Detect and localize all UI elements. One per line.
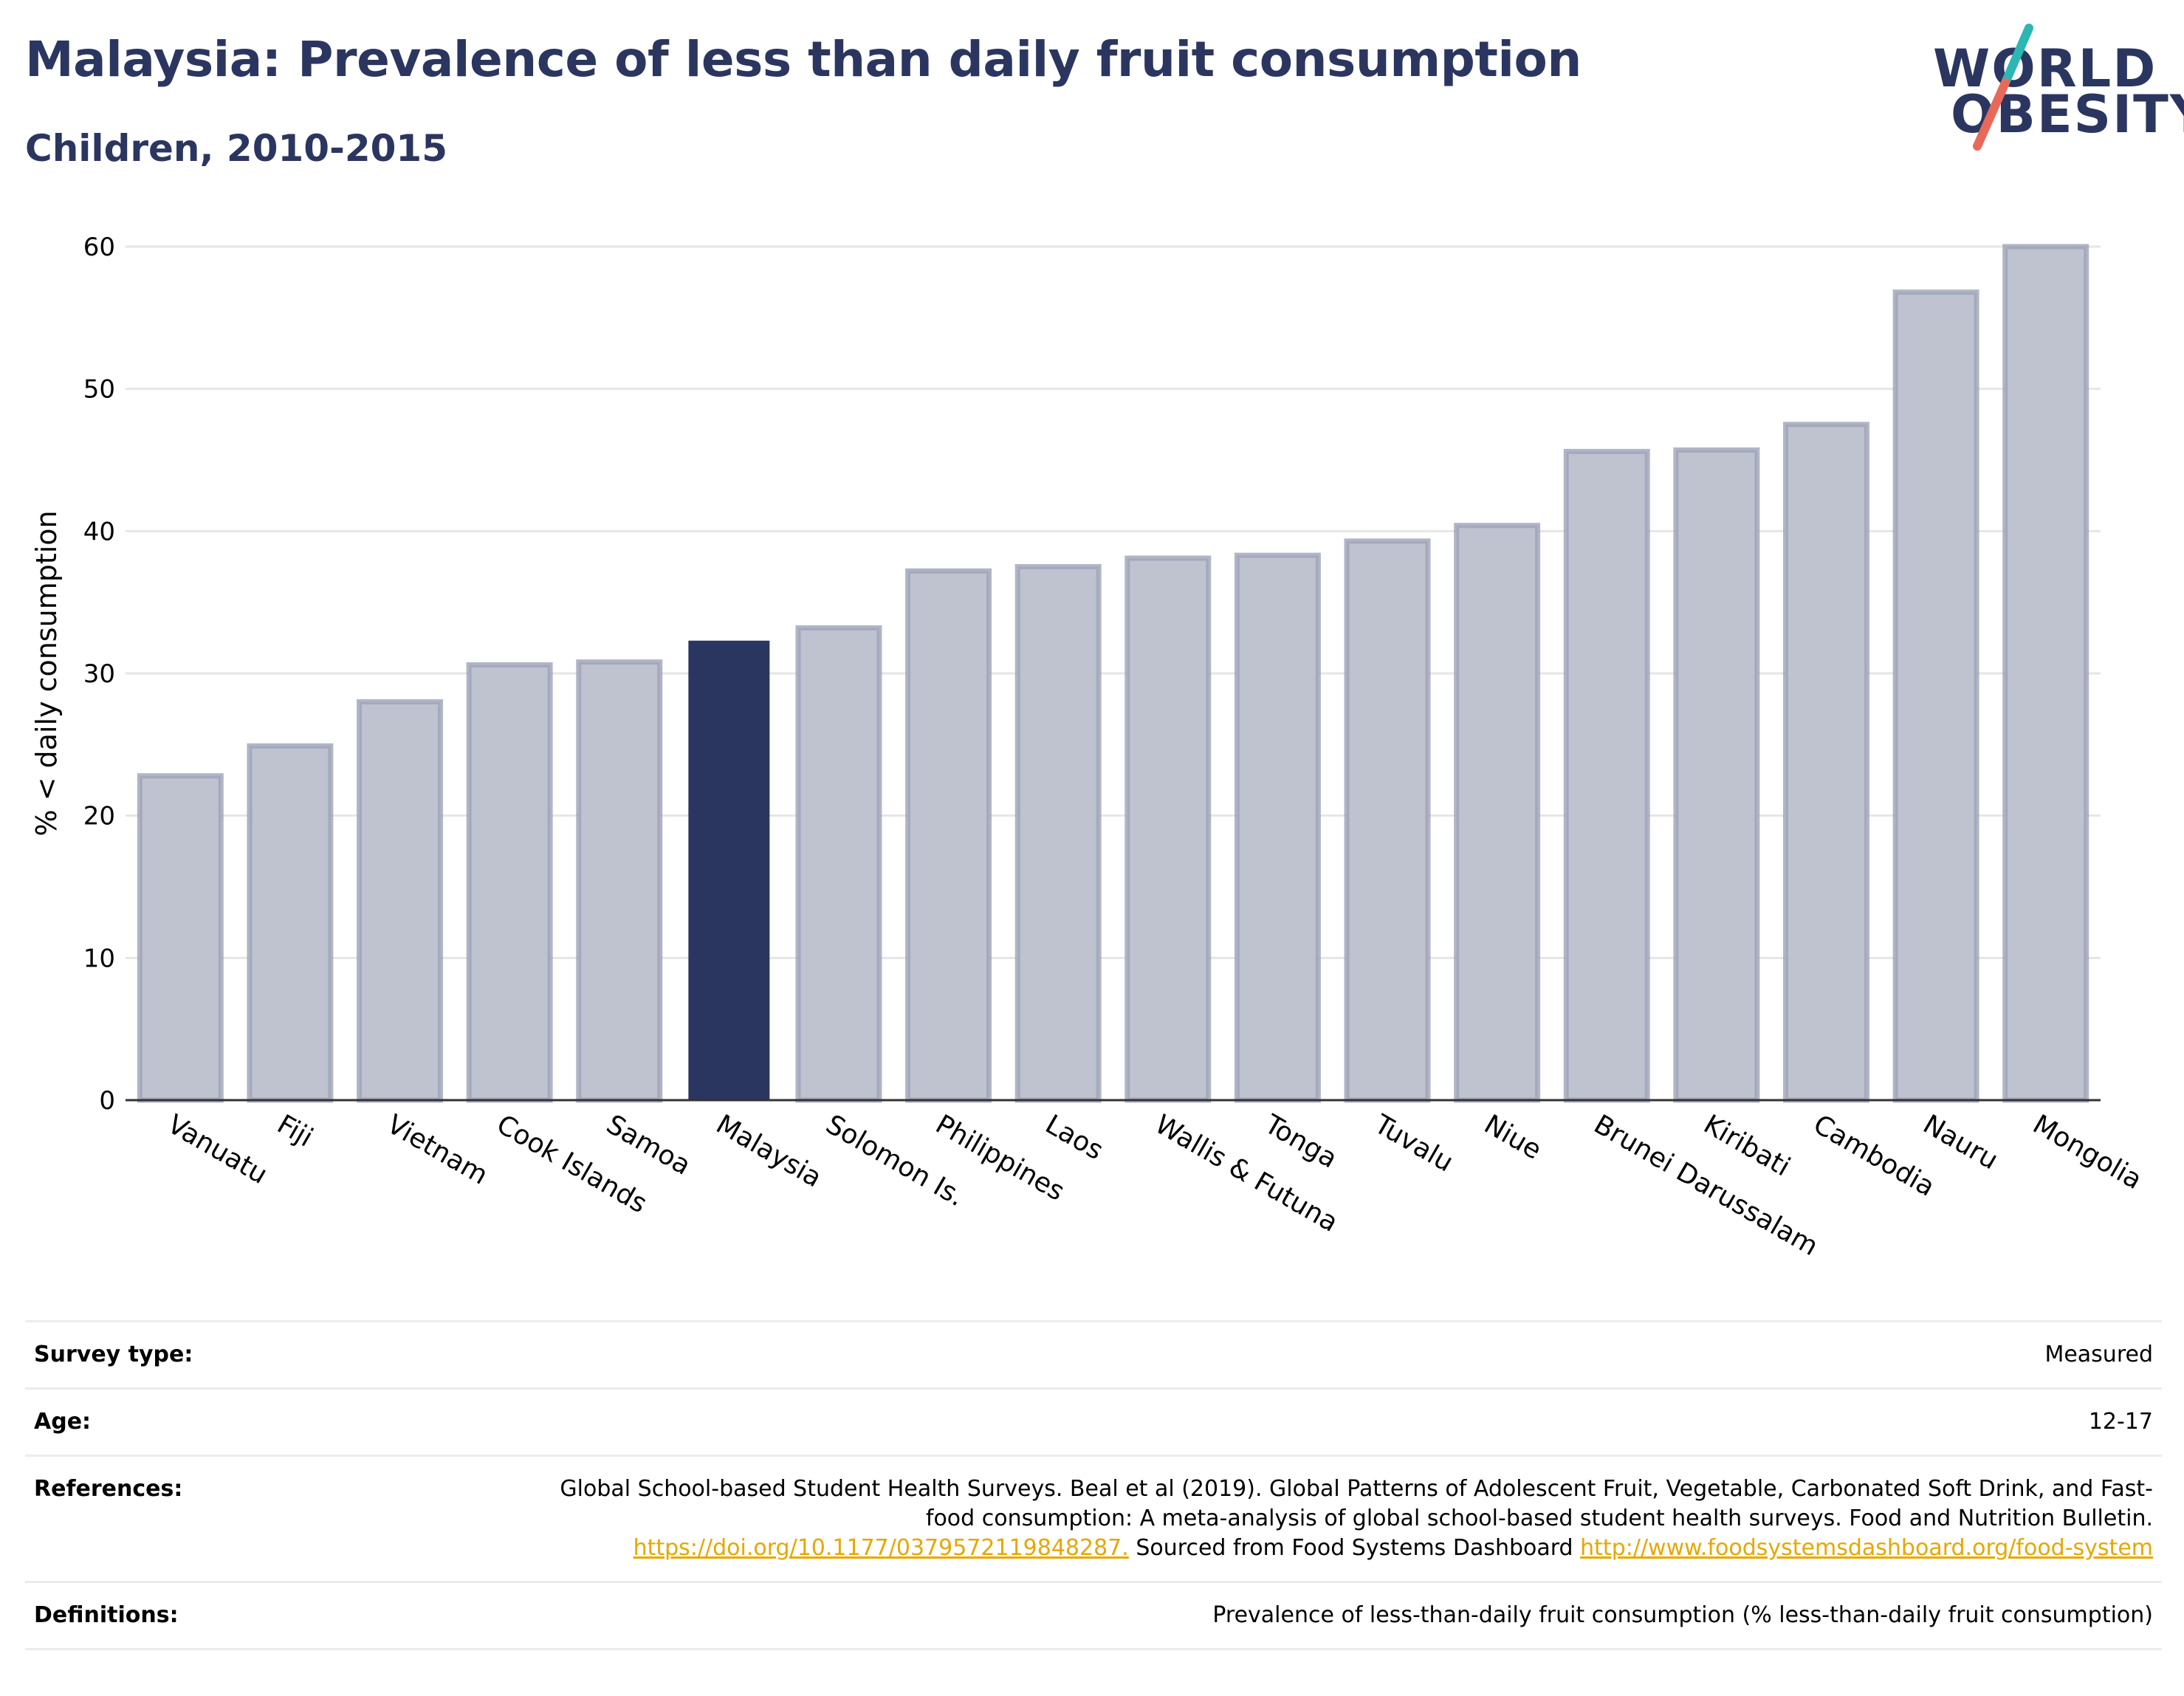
bar-samoa [576,659,663,1103]
logo-line-1: WORLD [1933,38,2157,99]
y-tick-label: 60 [83,233,115,262]
bar-laos [1014,564,1102,1103]
x-tick-label: Wallis & Futuna [1150,1109,1343,1238]
x-tick-label: Laos [1040,1109,1108,1166]
x-tick-label: Mongolia [2027,1109,2147,1195]
x-tick-label: Tuvalu [1369,1109,1458,1178]
x-tick-label: Cambodia [1808,1109,1940,1203]
bar-wallis-futuna [1124,555,1212,1103]
bar-fiji [247,743,334,1103]
definitions-label: Definitions: [34,1602,179,1628]
references-row: References: Global School-based Student … [25,1455,2162,1581]
bar-brunei-darussalam [1563,448,1650,1103]
y-tick-label: 30 [83,659,115,689]
x-tick-label: Fiji [272,1109,317,1153]
definitions-value: Prevalence of less-than-daily fruit cons… [1212,1602,2153,1628]
bar-tuvalu [1344,538,1431,1103]
x-tick-label: Samoa [601,1109,696,1181]
y-tick-label: 10 [83,944,115,973]
y-axis-label: % < daily consumption [30,510,63,836]
x-tick-label: Niue [1479,1109,1546,1165]
x-tick-label: Vietnam [382,1109,492,1191]
bar-tonga [1234,552,1321,1103]
bar-solomon-is- [795,625,882,1103]
survey-type-row: Survey type: Measured [25,1320,2162,1387]
bar-cambodia [1782,422,1869,1103]
bar-cook-islands [466,662,553,1103]
world-obesity-logo: WORLD OBESITY [1920,22,2184,155]
bar-nauru [1892,289,1979,1103]
bar-mongolia [2002,244,2089,1103]
survey-type-value: Measured [2044,1342,2153,1367]
bar-kiribati [1673,447,1760,1103]
y-tick-label: 0 [99,1086,115,1116]
bar-philippines [905,568,992,1103]
grid-lines [126,245,2101,959]
age-row: Age: 12-17 [25,1387,2162,1455]
bars [137,244,2089,1103]
logo-slash-icon [1973,24,2033,151]
survey-type-label: Survey type: [34,1342,193,1367]
x-tick-label: Tonga [1259,1109,1342,1175]
doi-link[interactable]: https://doi.org/10.1177/0379572119848287… [633,1535,1129,1561]
chart-metadata-table: Survey type: Measured Age: 12-17 Referen… [25,1320,2162,1650]
bar-niue [1454,523,1541,1103]
references-text-1: Global School-based Student Health Surve… [560,1476,2153,1531]
bar-vietnam [357,699,444,1103]
x-tick-label: Malaysia [711,1109,827,1193]
page-subtitle: Children, 2010-2015 [25,127,447,170]
x-tick-label: Nauru [1918,1109,2003,1175]
definitions-row: Definitions: Prevalence of less-than-dai… [25,1581,2162,1650]
y-tick-label: 50 [83,375,115,405]
references-label: References: [34,1476,183,1502]
age-label: Age: [34,1409,92,1435]
y-tick-label: 20 [83,802,115,831]
bar-vanuatu [137,773,224,1103]
references-text-2: Sourced from Food Systems Dashboard [1136,1535,1573,1561]
bar-malaysia [688,640,770,1100]
page-title: Malaysia: Prevalence of less than daily … [25,31,1582,88]
y-tick-label: 40 [83,517,115,546]
food-systems-dashboard-link[interactable]: http://www.foodsystemsdashboard.org/food… [1580,1535,2153,1561]
references-value: Global School-based Student Health Surve… [543,1474,2153,1563]
y-axis-ticks: 0 10 20 30 40 50 60 [83,233,115,1116]
age-value: 12-17 [2088,1409,2153,1435]
x-tick-label: Vanuatu [162,1109,272,1190]
